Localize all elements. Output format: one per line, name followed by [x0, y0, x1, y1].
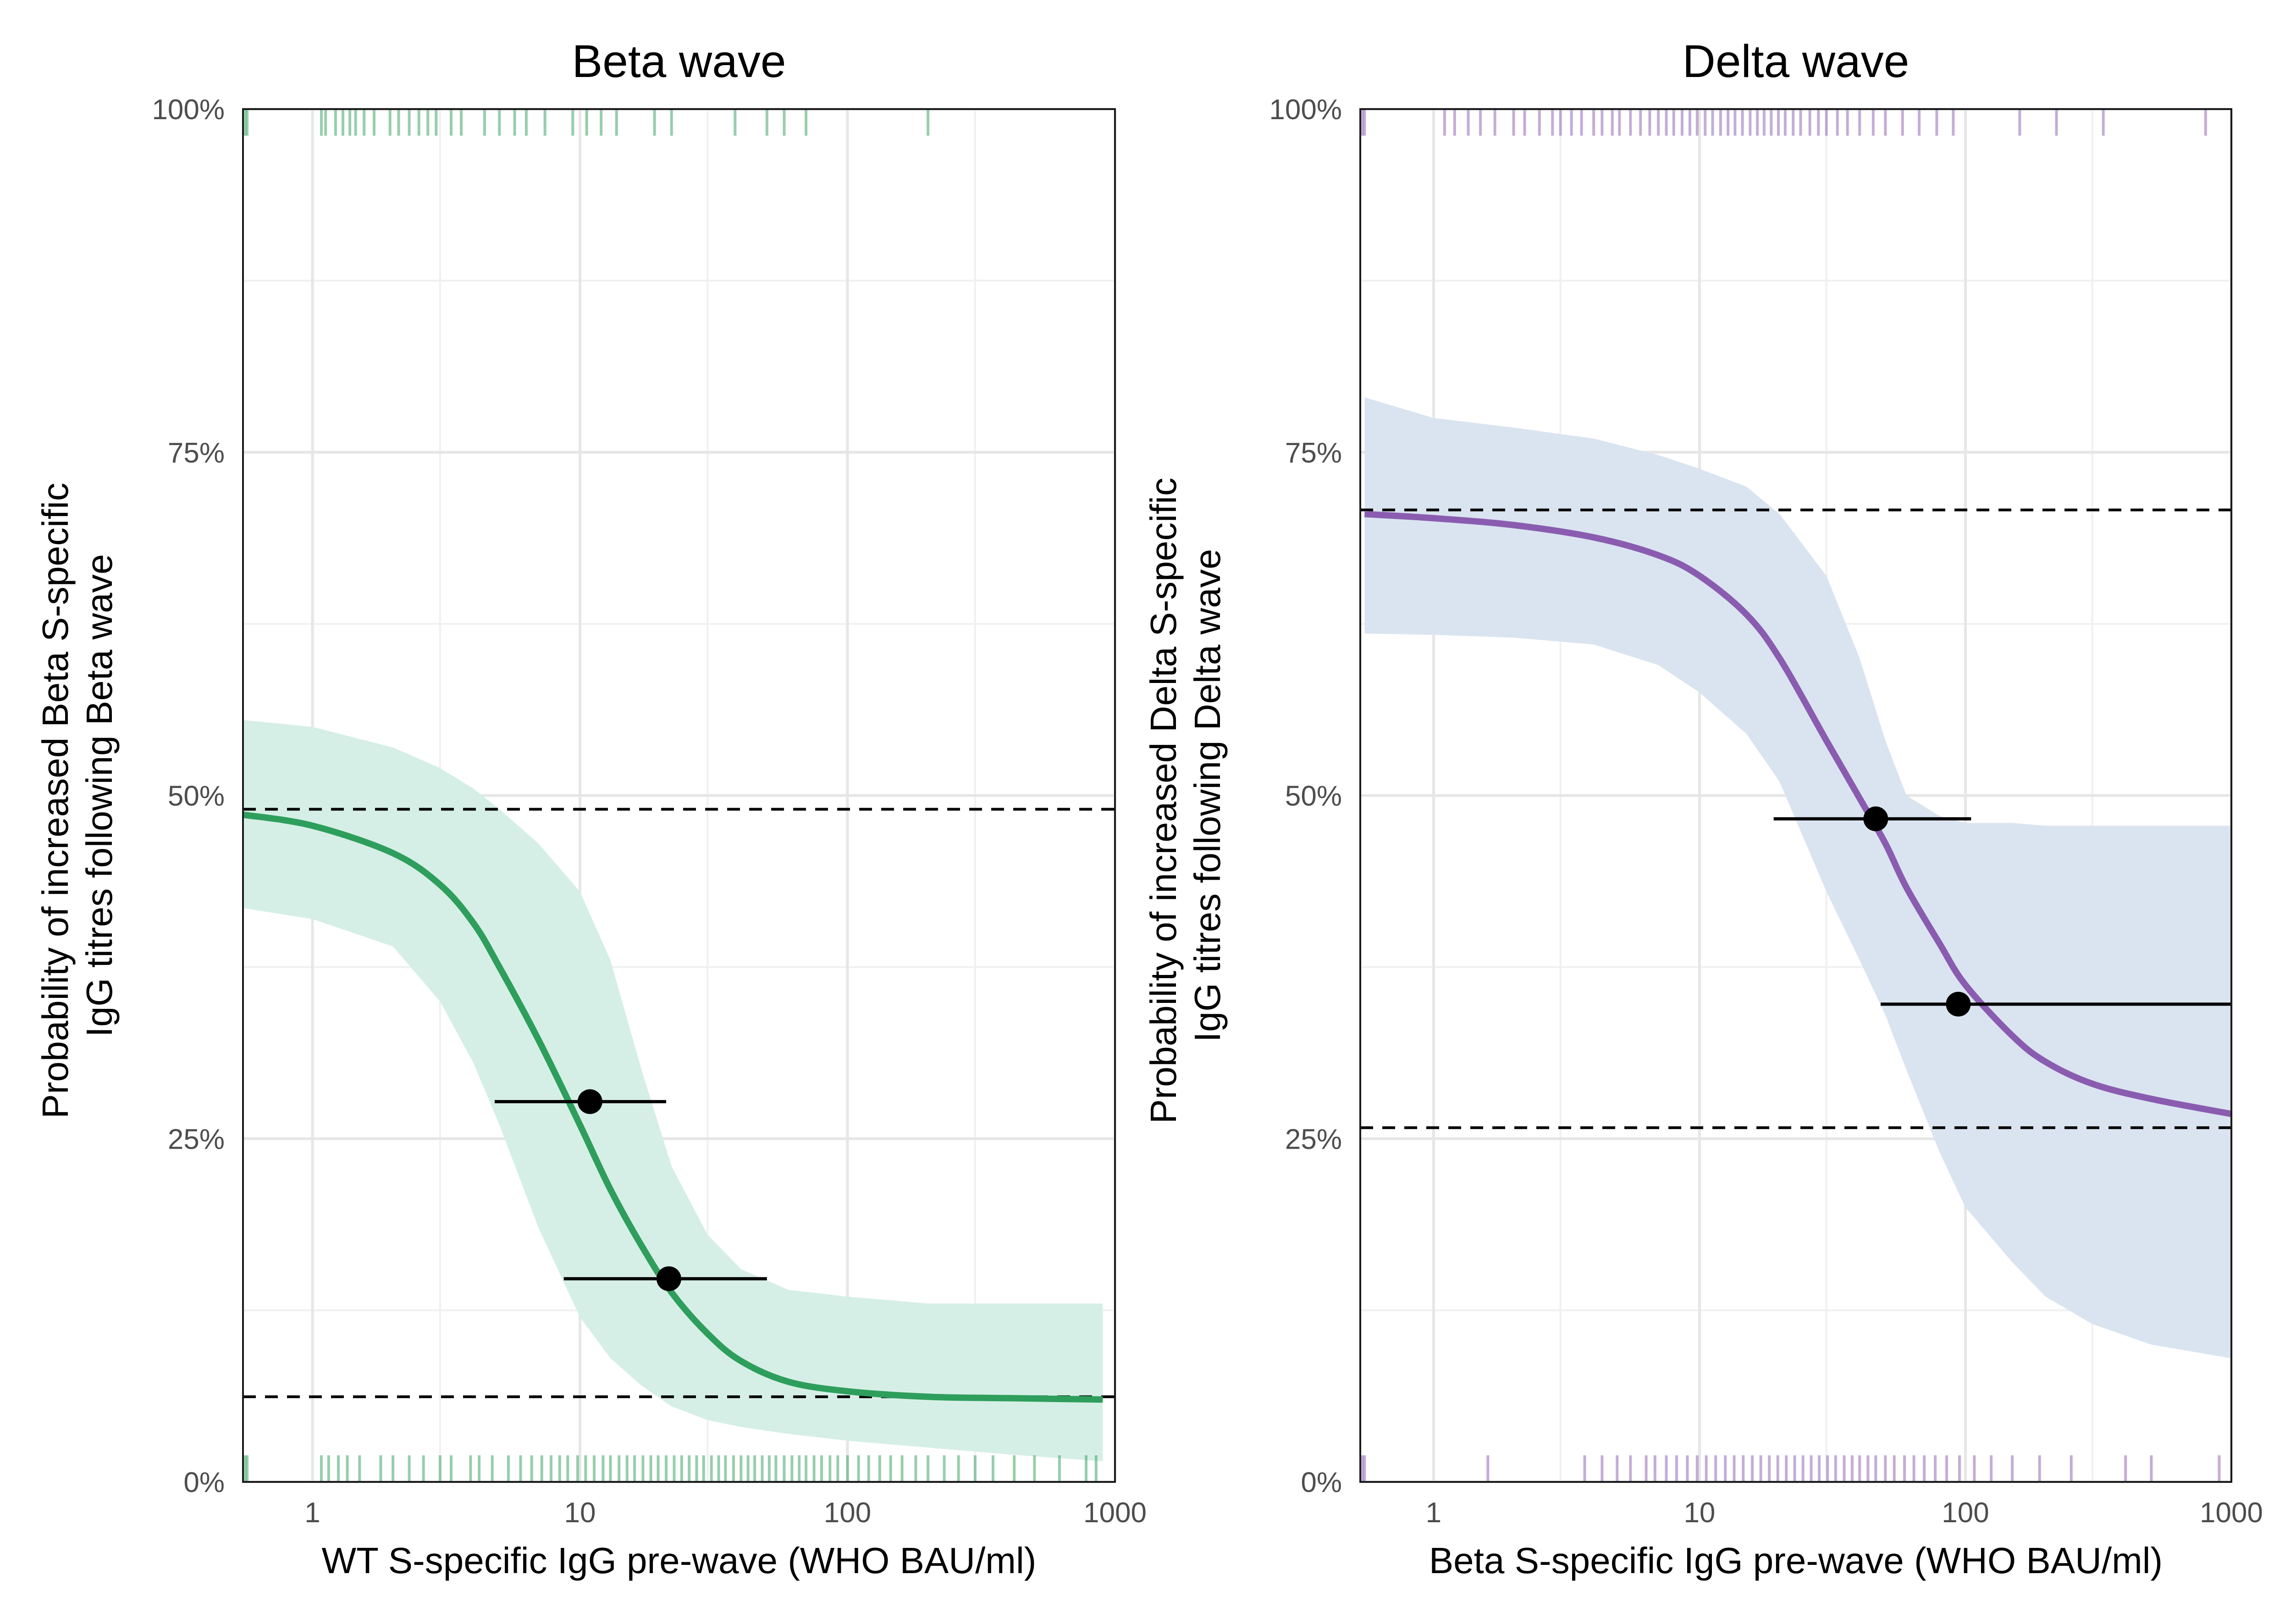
x-tick-label: 10 [564, 1497, 596, 1529]
y-tick-label: 75% [1285, 437, 1342, 469]
y-axis-title-line-2: IgG titres following Delta wave [1187, 549, 1228, 1042]
confidence-band [243, 720, 1103, 1462]
y-tick-label: 75% [168, 437, 225, 469]
y-tick-label: 0% [1301, 1467, 1342, 1498]
x-tick-label: 100 [1942, 1497, 1989, 1529]
chart-title: Delta wave [1683, 36, 1910, 87]
x-tick-label: 1 [1426, 1497, 1441, 1529]
data-point [1946, 991, 1971, 1017]
y-axis-title-line-2: IgG titres following Beta wave [79, 554, 120, 1037]
plot-frame [242, 108, 1116, 1483]
x-tick-label: 1 [304, 1497, 320, 1529]
fitted-curve [1364, 511, 2232, 1118]
data-point [1863, 806, 1888, 831]
data-point [577, 1089, 602, 1114]
beta-wave-panel: 0% 25% 50% 75% 100% 1 10 100 1000 Beta wave WT S… [35, 36, 1147, 1581]
x-tick-label: 100 [824, 1497, 871, 1529]
x-tick-label: 1000 [1083, 1497, 1147, 1529]
x-tick-label: 1000 [2200, 1497, 2263, 1529]
x-axis-title: WT S-specific IgG pre-wave (WHO BAU/ml) [322, 1540, 1037, 1581]
data-point [656, 1266, 681, 1291]
y-axis-title: Probability of increased Beta S-specific… [35, 473, 120, 1119]
x-axis-title: Beta S-specific IgG pre-wave (WHO BAU/ml… [1429, 1540, 2163, 1581]
y-tick-label: 0% [183, 1467, 225, 1498]
plot-frame [1359, 108, 2232, 1483]
y-axis-title-line-1: Probability of increased Delta S-specifi… [1143, 478, 1184, 1124]
y-tick-label: 100% [152, 94, 225, 126]
fitted-curve [242, 811, 1103, 1403]
x-tick-label: 10 [1683, 1497, 1715, 1529]
y-tick-label: 50% [1285, 781, 1342, 812]
confidence-band [1364, 397, 2231, 1359]
chart-title: Beta wave [572, 36, 786, 87]
delta-wave-panel: 0% 25% 50% 75% 100% 1 10 100 1000 Delta wave Bet… [1143, 36, 2263, 1581]
y-tick-label: 25% [1285, 1123, 1342, 1155]
y-axis-title: Probability of increased Delta S-specifi… [1143, 468, 1228, 1124]
y-tick-label: 50% [168, 781, 225, 812]
y-axis-title-line-1: Probability of increased Beta S-specific [35, 483, 76, 1118]
y-tick-label: 25% [168, 1123, 225, 1155]
y-tick-label: 100% [1269, 94, 1342, 126]
